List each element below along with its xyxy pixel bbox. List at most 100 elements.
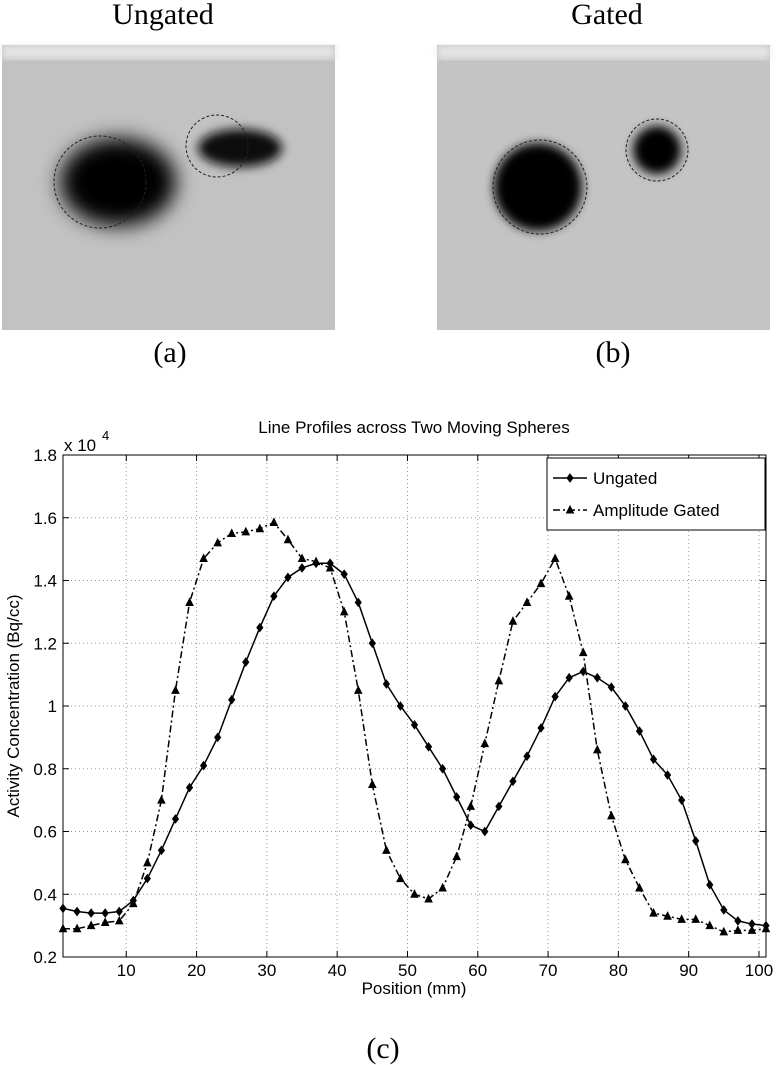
marker: [677, 914, 686, 923]
marker: [550, 553, 560, 563]
marker: [58, 923, 68, 933]
marker: [678, 795, 686, 805]
marker: [143, 857, 152, 867]
y-tick-label: 1.2: [33, 634, 57, 653]
marker: [691, 914, 701, 923]
marker: [453, 792, 461, 802]
marker: [73, 906, 81, 917]
marker: [424, 893, 433, 903]
marker: [284, 572, 292, 583]
marker: [410, 719, 419, 730]
marker: [438, 882, 447, 892]
marker: [720, 905, 728, 915]
marker: [228, 694, 236, 705]
marker: [59, 903, 67, 914]
marker: [255, 523, 265, 533]
marker: [663, 911, 672, 920]
marker: [199, 553, 208, 563]
marker: [566, 473, 574, 483]
panel-label: (b): [596, 336, 631, 369]
marker: [382, 679, 391, 689]
x-tick-label: 60: [468, 961, 487, 980]
marker: [607, 682, 615, 693]
marker: [494, 675, 504, 685]
marker: [495, 801, 503, 812]
marker: [213, 537, 222, 547]
x-axis-label: Position (mm): [362, 979, 467, 998]
marker: [523, 751, 531, 762]
marker: [115, 906, 123, 917]
y-multiplier: x 10: [64, 436, 96, 455]
y-tick-label: 0.8: [33, 760, 57, 779]
marker: [593, 672, 601, 683]
x-tick-label: 40: [328, 961, 347, 980]
marker: [537, 723, 545, 733]
marker: [565, 504, 575, 514]
marker: [467, 820, 475, 831]
marker: [199, 760, 208, 771]
marker: [466, 801, 476, 810]
marker: [143, 873, 151, 884]
x-tick-label: 100: [745, 961, 773, 980]
marker: [128, 898, 138, 908]
marker: [185, 782, 194, 793]
x-tick-label: 80: [609, 961, 628, 980]
x-tick-label: 20: [187, 961, 206, 980]
marker: [621, 854, 630, 864]
marker: [551, 691, 559, 702]
y-tick-label: 1.6: [33, 509, 57, 528]
image-a: [2, 45, 335, 330]
legend: Ungated Amplitude Gated: [546, 457, 766, 531]
marker: [536, 578, 546, 588]
marker: [508, 616, 518, 625]
y-axis-label: Activity Concentration (Bq/cc): [4, 595, 23, 818]
marker: [706, 880, 714, 890]
marker: [410, 889, 419, 898]
marker: [438, 763, 447, 774]
marker: [578, 647, 588, 657]
marker: [72, 923, 82, 933]
marker: [368, 779, 377, 788]
marker: [270, 591, 278, 602]
marker: [719, 926, 729, 936]
panel-label: (c): [366, 1032, 399, 1065]
marker: [692, 836, 700, 846]
panel-title: Ungated: [112, 0, 214, 31]
legend-label: Amplitude Gated: [593, 501, 720, 520]
legend-box: [546, 457, 766, 531]
marker: [298, 563, 306, 573]
marker: [339, 606, 349, 616]
marker: [368, 638, 376, 649]
marker: [733, 925, 743, 934]
marker: [396, 873, 405, 883]
marker: [705, 920, 715, 930]
marker: [382, 845, 391, 854]
panel-label: (a): [153, 336, 186, 369]
marker: [564, 591, 574, 600]
marker: [592, 744, 602, 754]
marker: [522, 597, 532, 606]
marker: [256, 622, 264, 633]
marker: [635, 882, 644, 892]
marker: [86, 920, 96, 930]
marker: [607, 810, 616, 820]
marker: [325, 562, 335, 572]
marker: [396, 701, 405, 711]
line-chart: Line Profiles across Two Moving Spheres …: [4, 418, 773, 998]
marker: [101, 908, 109, 918]
marker: [663, 770, 672, 780]
chart-title: Line Profiles across Two Moving Spheres: [258, 418, 570, 437]
marker: [481, 826, 489, 837]
y-tick-label: 0.2: [33, 948, 57, 967]
panel-title: Gated: [571, 0, 643, 31]
image-b: [437, 45, 770, 330]
marker: [114, 915, 124, 925]
y-tick-label: 1.4: [33, 572, 57, 591]
marker: [171, 814, 180, 824]
marker: [621, 701, 630, 711]
marker: [649, 907, 658, 917]
marker: [269, 517, 279, 526]
marker: [241, 526, 251, 536]
